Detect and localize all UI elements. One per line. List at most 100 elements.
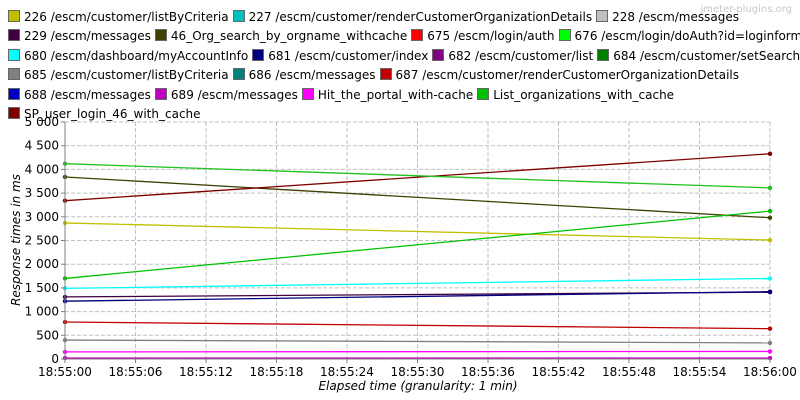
legend-entry: 229 /escm/messages bbox=[8, 29, 151, 43]
legend-swatch bbox=[154, 29, 167, 41]
legend-entry: 228 /escm/messages bbox=[596, 9, 739, 24]
y-tick-label: 4 000 bbox=[25, 162, 59, 176]
legend-swatch bbox=[8, 9, 20, 22]
legend-entry: 675 /escm/login/auth bbox=[411, 29, 555, 43]
legend-label: 46_Org_search_by_orgname_withcache bbox=[170, 29, 408, 43]
x-tick-label: 18:55:48 bbox=[602, 365, 656, 379]
y-tick-label: 5 000 bbox=[25, 115, 59, 129]
x-tick-label: 18:55:24 bbox=[320, 365, 374, 379]
legend-label: 684 /escm/customer/setSearchBy bbox=[613, 48, 800, 63]
legend-row: 685 /escm/customer/listByCriteria 686 /es… bbox=[8, 65, 748, 85]
y-tick-label: 500 bbox=[36, 328, 59, 342]
legend-entry: 227 /escm/customer/renderCustomerOrganiz… bbox=[232, 9, 592, 24]
series-line bbox=[64, 176, 771, 219]
data-point bbox=[767, 151, 773, 156]
x-tick-label: 18:55:30 bbox=[391, 365, 445, 379]
legend-entry: 681 /escm/customer/index bbox=[252, 48, 429, 63]
y-tick-label: 4 500 bbox=[25, 139, 59, 153]
legend-entry: List_organizations_with_cache bbox=[477, 87, 675, 102]
legend-label: 687 /escm/customer/renderCustomerOrganiz… bbox=[395, 68, 739, 82]
legend-label: 676 /escm/login/doAuth?id=loginform bbox=[574, 29, 800, 43]
x-tick-label: 18:55:18 bbox=[250, 365, 304, 379]
data-point bbox=[767, 237, 773, 243]
series-line bbox=[64, 321, 771, 330]
x-axis-label: Elapsed time (granularity: 1 min) bbox=[318, 379, 517, 393]
series-line bbox=[64, 339, 771, 344]
x-tick-label: 18:56:00 bbox=[743, 365, 797, 379]
legend-swatch bbox=[8, 107, 20, 119]
y-tick-label: 0 bbox=[51, 352, 59, 366]
legend-entry: 226 /escm/customer/listByCriteria bbox=[8, 9, 229, 24]
legend-label: 686 /escm/messages bbox=[248, 68, 376, 82]
legend-label: 688 /escm/messages bbox=[24, 87, 151, 102]
legend-row: 688 /escm/messages 689 /escm/messages Hit_… bbox=[8, 84, 748, 104]
series-line bbox=[64, 210, 771, 280]
legend-label: List_organizations_with_cache bbox=[493, 87, 675, 102]
legend-entry: 680 /escm/dashboard/myAccountInfo bbox=[8, 48, 249, 63]
legend-entry: Hit_the_portal_with-cache bbox=[301, 87, 473, 102]
legend-row: SP_user_login_46_with_cache bbox=[8, 104, 748, 124]
legend-label: 680 /escm/dashboard/myAccountInfo bbox=[24, 48, 249, 63]
watermark: jmeter-plugins.org bbox=[700, 4, 792, 15]
legend-entry: SP_user_login_46_with_cache bbox=[8, 107, 201, 121]
x-tick-label: 18:55:42 bbox=[532, 365, 586, 379]
legend-row: 680 /escm/dashboard/myAccountInfo 681 /es… bbox=[8, 45, 800, 65]
legend-swatch bbox=[558, 29, 571, 41]
series-line bbox=[64, 277, 771, 290]
legend-swatch bbox=[8, 68, 20, 80]
legend-label: 675 /escm/login/auth bbox=[427, 29, 555, 43]
series-line bbox=[64, 153, 771, 202]
legend-swatch bbox=[597, 48, 610, 61]
legend-swatch bbox=[8, 48, 20, 61]
data-point bbox=[767, 340, 773, 346]
y-tick-label: 3 500 bbox=[25, 186, 59, 200]
legend-row: 226 /escm/customer/listByCriteria 227 /es… bbox=[8, 6, 748, 26]
legend-entry: 687 /escm/customer/renderCustomerOrganiz… bbox=[379, 68, 739, 82]
legend-label: 685 /escm/customer/listByCriteria bbox=[24, 68, 229, 82]
legend-label: 226 /escm/customer/listByCriteria bbox=[24, 9, 229, 24]
legend-swatch bbox=[8, 87, 20, 100]
data-point bbox=[767, 349, 773, 354]
y-tick-label: 1 000 bbox=[25, 305, 59, 319]
legend-swatch bbox=[411, 29, 424, 41]
x-tick-label: 18:55:12 bbox=[179, 365, 233, 379]
legend-swatch bbox=[432, 48, 445, 61]
legend-swatch bbox=[154, 87, 167, 100]
legend-label: 682 /escm/customer/list bbox=[448, 48, 594, 63]
legend-swatch bbox=[232, 9, 245, 22]
series-layer bbox=[62, 151, 773, 361]
series-line bbox=[64, 163, 771, 189]
legend-label: 229 /escm/messages bbox=[24, 29, 151, 43]
legend-entry: 689 /escm/messages bbox=[154, 87, 298, 102]
legend-entry: 682 /escm/customer/list bbox=[432, 48, 594, 63]
data-point bbox=[767, 208, 773, 214]
legend-entry: 686 /escm/messages bbox=[232, 68, 376, 82]
legend-entry: 688 /escm/messages bbox=[8, 87, 151, 102]
axes: 0 500 1 000 1 500 2 000 2 500 3 000 3 500 4 000 4… bbox=[25, 115, 797, 379]
legend-label: 228 /escm/messages bbox=[612, 9, 739, 24]
y-axis-label: Response times in ms bbox=[9, 174, 23, 306]
legend-swatch bbox=[379, 68, 392, 80]
y-tick-label: 3 000 bbox=[25, 210, 59, 224]
y-tick-label: 2 000 bbox=[25, 257, 59, 271]
y-tick-label: 1 500 bbox=[25, 281, 59, 295]
legend-swatch bbox=[232, 68, 245, 80]
legend-entry: 676 /escm/login/doAuth?id=loginform bbox=[558, 29, 800, 43]
legend-label: 681 /escm/customer/index bbox=[268, 48, 429, 63]
data-point bbox=[767, 276, 773, 281]
data-point bbox=[767, 289, 773, 294]
data-point bbox=[767, 326, 773, 331]
legend-label: SP_user_login_46_with_cache bbox=[24, 107, 201, 121]
legend-entry: 46_Org_search_by_orgname_withcache bbox=[154, 29, 408, 43]
series-line bbox=[64, 222, 771, 241]
legend-swatch bbox=[477, 87, 490, 100]
x-tick-label: 18:55:54 bbox=[673, 365, 727, 379]
series-line bbox=[64, 291, 771, 302]
legend-swatch bbox=[596, 9, 609, 22]
x-tick-label: 18:55:36 bbox=[461, 365, 515, 379]
legend-row: 229 /escm/messages 46_Org_search_by_orgna… bbox=[8, 26, 800, 46]
legend: 226 /escm/customer/listByCriteria 227 /es… bbox=[8, 6, 800, 124]
legend-swatch bbox=[252, 48, 265, 61]
legend-swatch bbox=[8, 29, 20, 41]
